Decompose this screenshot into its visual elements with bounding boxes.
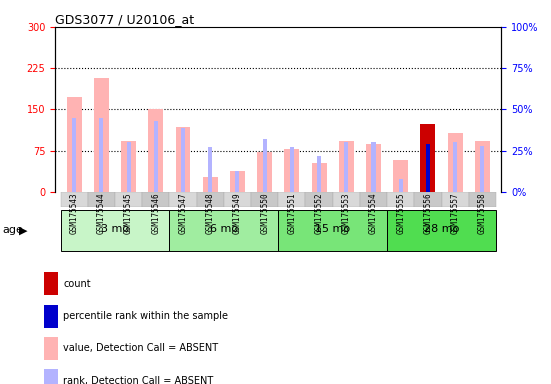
- Bar: [366, 144, 381, 192]
- Bar: [420, 124, 435, 192]
- Bar: [312, 163, 327, 192]
- Bar: [393, 160, 408, 192]
- Bar: [251, 192, 278, 207]
- Bar: [414, 192, 441, 207]
- Text: GSM175548: GSM175548: [206, 193, 215, 234]
- Bar: [339, 141, 354, 192]
- Bar: [371, 142, 376, 192]
- Text: GSM175547: GSM175547: [179, 193, 187, 234]
- Bar: [44, 305, 58, 328]
- Bar: [169, 192, 197, 207]
- Bar: [387, 210, 496, 251]
- Bar: [480, 146, 484, 192]
- Bar: [263, 139, 267, 192]
- Bar: [115, 192, 142, 207]
- Bar: [169, 210, 278, 251]
- Bar: [99, 118, 104, 192]
- Bar: [67, 97, 82, 192]
- Bar: [235, 170, 240, 192]
- Bar: [420, 124, 435, 192]
- Text: GSM175544: GSM175544: [97, 193, 106, 234]
- Bar: [142, 192, 169, 207]
- Bar: [441, 192, 469, 207]
- Bar: [333, 192, 360, 207]
- Text: GSM175556: GSM175556: [423, 193, 433, 234]
- Text: ▶: ▶: [19, 225, 28, 235]
- Bar: [426, 144, 430, 192]
- Bar: [447, 132, 463, 192]
- Text: percentile rank within the sample: percentile rank within the sample: [63, 311, 228, 321]
- Bar: [399, 179, 403, 192]
- Text: 15 mo: 15 mo: [315, 225, 350, 235]
- Text: 3 mo: 3 mo: [101, 225, 129, 235]
- Text: GSM175546: GSM175546: [152, 193, 160, 234]
- Bar: [44, 337, 58, 360]
- Bar: [88, 192, 115, 207]
- Bar: [94, 78, 109, 192]
- Text: count: count: [63, 279, 91, 289]
- Text: GSM175554: GSM175554: [369, 193, 378, 234]
- Bar: [426, 144, 430, 192]
- Bar: [208, 147, 212, 192]
- Text: age: age: [3, 225, 24, 235]
- Bar: [127, 142, 131, 192]
- Bar: [317, 156, 321, 192]
- Text: value, Detection Call = ABSENT: value, Detection Call = ABSENT: [63, 343, 219, 353]
- Bar: [197, 192, 224, 207]
- Bar: [387, 192, 414, 207]
- Bar: [360, 192, 387, 207]
- Text: rank, Detection Call = ABSENT: rank, Detection Call = ABSENT: [63, 376, 214, 384]
- Text: GSM175557: GSM175557: [451, 193, 460, 234]
- Bar: [230, 171, 245, 192]
- Text: GSM175553: GSM175553: [342, 193, 351, 234]
- Bar: [44, 272, 58, 295]
- Text: 28 mo: 28 mo: [424, 225, 459, 235]
- Bar: [61, 210, 169, 251]
- Bar: [290, 147, 294, 192]
- Text: GSM175550: GSM175550: [260, 193, 269, 234]
- Bar: [61, 192, 88, 207]
- Text: 6 mo: 6 mo: [210, 225, 238, 235]
- Bar: [475, 141, 490, 192]
- Bar: [278, 210, 387, 251]
- Bar: [148, 109, 163, 192]
- Bar: [344, 142, 348, 192]
- Bar: [44, 369, 58, 384]
- Bar: [257, 152, 272, 192]
- Text: GSM175555: GSM175555: [396, 193, 405, 234]
- Text: GSM175552: GSM175552: [315, 193, 323, 234]
- Bar: [181, 127, 185, 192]
- Bar: [224, 192, 251, 207]
- Bar: [72, 118, 76, 192]
- Bar: [154, 121, 158, 192]
- Bar: [453, 142, 457, 192]
- Bar: [469, 192, 496, 207]
- Text: GSM175558: GSM175558: [478, 193, 487, 234]
- Text: GDS3077 / U20106_at: GDS3077 / U20106_at: [55, 13, 194, 26]
- Text: GSM175551: GSM175551: [288, 193, 296, 234]
- Bar: [284, 149, 299, 192]
- Bar: [278, 192, 305, 207]
- Text: GSM175545: GSM175545: [124, 193, 133, 234]
- Bar: [176, 127, 191, 192]
- Bar: [305, 192, 333, 207]
- Text: GSM175549: GSM175549: [233, 193, 242, 234]
- Bar: [121, 141, 136, 192]
- Bar: [203, 177, 218, 192]
- Text: GSM175543: GSM175543: [69, 193, 79, 234]
